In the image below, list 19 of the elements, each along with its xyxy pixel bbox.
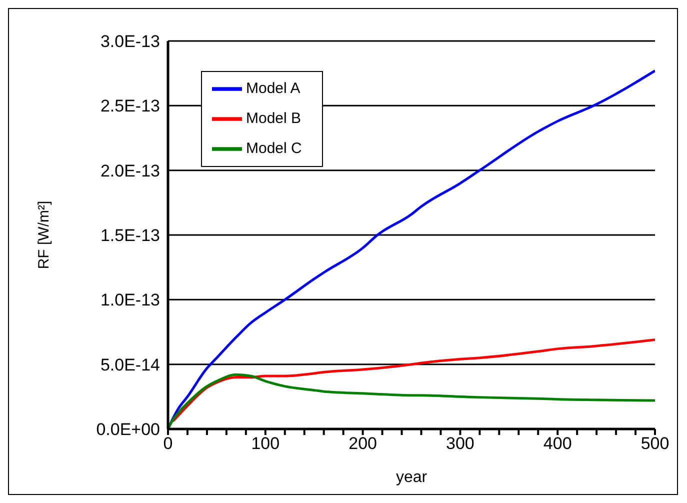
y-axis-title: RF [W/m²] <box>35 200 52 270</box>
legend-label: Model A <box>246 80 300 98</box>
y-tick-label: 1.0E-13 <box>100 290 160 310</box>
y-tick-label: 5.0E-14 <box>100 355 160 374</box>
x-tick-label: 200 <box>348 434 377 454</box>
x-tick-label: 500 <box>640 434 670 454</box>
legend-label: Model C <box>246 140 302 158</box>
x-tick-label: 0 <box>163 434 173 454</box>
x-tick-label: 100 <box>251 434 280 454</box>
y-tick-label: 3.0E-13 <box>100 32 160 52</box>
y-tick-label: 2.0E-13 <box>100 161 160 180</box>
y-tick-label: 2.5E-13 <box>100 96 160 116</box>
x-axis-title: year <box>396 469 428 486</box>
y-tick-label: 1.5E-13 <box>100 226 160 246</box>
line-series <box>172 338 655 422</box>
legend-label: Model B <box>246 110 302 128</box>
x-tick-label: 400 <box>543 434 572 454</box>
y-tick-label: 0.0E+00 <box>96 420 160 440</box>
x-tick-label: 300 <box>446 434 474 454</box>
